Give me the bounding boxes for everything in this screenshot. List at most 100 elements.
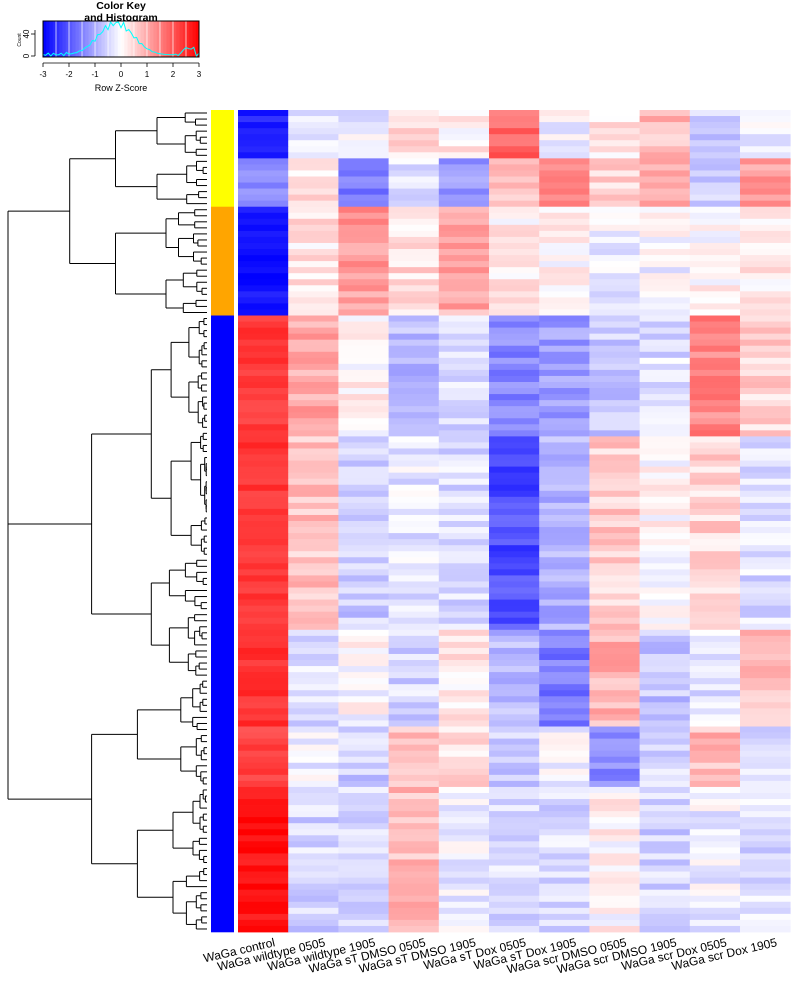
heatmap-cell: [438, 593, 490, 600]
heatmap-cell: [438, 847, 490, 854]
heatmap-cell: [589, 859, 640, 866]
heatmap-cell: [489, 490, 540, 498]
heatmap-cell: [589, 720, 640, 727]
heatmap-cell: [539, 339, 590, 347]
heatmap-cell: [689, 206, 741, 214]
heatmap-cell: [589, 140, 640, 147]
heatmap-cell: [740, 188, 791, 196]
heatmap-cell: [639, 762, 691, 770]
heatmap-cell: [288, 406, 339, 413]
heatmap-cell: [489, 430, 540, 437]
heatmap-cell: [639, 206, 691, 214]
heatmap-cell: [689, 466, 741, 474]
heatmap-cell: [338, 617, 389, 625]
heatmap-cell: [338, 533, 389, 540]
heatmap-cell: [589, 472, 640, 480]
heatmap-cell: [438, 279, 490, 286]
heatmap-cell: [489, 158, 540, 165]
heatmap-cell: [288, 708, 339, 715]
heatmap-cell: [589, 750, 640, 758]
heatmap-cell: [639, 672, 691, 679]
heatmap-cell: [589, 490, 640, 498]
heatmap-cell: [238, 472, 289, 480]
heatmap-cell: [288, 460, 339, 467]
heatmap-cell: [740, 786, 791, 794]
heatmap-cell: [639, 146, 691, 153]
heatmap-cell: [539, 823, 590, 830]
heatmap-cell: [388, 774, 440, 782]
heatmap-cell: [489, 557, 540, 564]
color-key-swatch: [82, 21, 86, 57]
heatmap-cell: [639, 176, 691, 183]
heatmap-cell: [388, 811, 440, 818]
heatmap-cell: [539, 514, 590, 522]
heatmap-cell: [589, 460, 640, 467]
heatmap-cell: [589, 218, 640, 226]
heatmap-cell: [589, 152, 640, 159]
color-key-swatch: [111, 21, 115, 57]
heatmap-cell: [689, 255, 741, 262]
heatmap-cell: [238, 653, 289, 661]
heatmap-cell: [438, 508, 490, 516]
heatmap-cell: [740, 539, 791, 546]
heatmap-cell: [338, 696, 389, 703]
heatmap-cell: [639, 514, 691, 522]
heatmap-cell: [589, 889, 640, 897]
heatmap-cell: [539, 508, 590, 516]
heatmap-cell: [288, 454, 339, 461]
heatmap-cell: [489, 315, 540, 322]
heatmap-cell: [438, 315, 490, 322]
heatmap-cell: [539, 242, 590, 250]
heatmap-cell: [539, 436, 590, 443]
heatmap-cell: [589, 466, 640, 474]
heatmap-cell: [388, 496, 440, 504]
heatmap-cell: [288, 267, 339, 274]
heatmap-cell: [539, 762, 590, 770]
heatmap-cell: [338, 678, 389, 685]
heatmap-cell: [589, 690, 640, 697]
row-group-color: [211, 315, 234, 933]
heatmap-cell: [288, 774, 339, 782]
heatmap-cell: [388, 756, 440, 764]
heatmap-cell: [338, 913, 389, 921]
heatmap-cell: [238, 871, 289, 878]
heatmap-cell: [388, 835, 440, 842]
heatmap-cell: [338, 726, 389, 733]
heatmap-cell: [489, 696, 540, 703]
heatmap-cell: [438, 333, 490, 341]
heatmap-cell: [539, 357, 590, 365]
heatmap-cell: [539, 859, 590, 866]
heatmap-cell: [238, 690, 289, 697]
heatmap-cell: [740, 418, 791, 425]
heatmap-cell: [288, 418, 339, 425]
heatmap-cell: [338, 720, 389, 727]
heatmap-cell: [539, 841, 590, 848]
heatmap-cell: [639, 490, 691, 498]
heatmap-cell: [388, 236, 440, 244]
heatmap-cell: [539, 660, 590, 667]
heatmap-cell: [438, 587, 490, 594]
heatmap-cell: [438, 690, 490, 697]
heatmap-cell: [238, 230, 289, 238]
heatmap-cell: [438, 351, 490, 359]
heatmap-cell: [438, 666, 490, 673]
heatmap-cell: [740, 110, 791, 117]
heatmap-cell: [438, 750, 490, 758]
heatmap-cell: [740, 206, 791, 214]
heatmap-cell: [438, 116, 490, 123]
heatmap-cell: [639, 291, 691, 298]
heatmap-cell: [288, 641, 339, 649]
heatmap-cell: [639, 629, 691, 637]
heatmap-cell: [489, 351, 540, 359]
heatmap-cell: [689, 563, 741, 570]
heatmap-cell: [689, 623, 741, 631]
heatmap-cell: [689, 176, 741, 183]
heatmap-cell: [639, 696, 691, 703]
heatmap-cell: [740, 907, 791, 915]
heatmap-cell: [288, 442, 339, 449]
heatmap-cell: [338, 732, 389, 739]
color-key-swatch: [124, 21, 128, 57]
heatmap-cell: [589, 593, 640, 600]
heatmap-cell: [438, 823, 490, 830]
heatmap-cell: [589, 400, 640, 407]
